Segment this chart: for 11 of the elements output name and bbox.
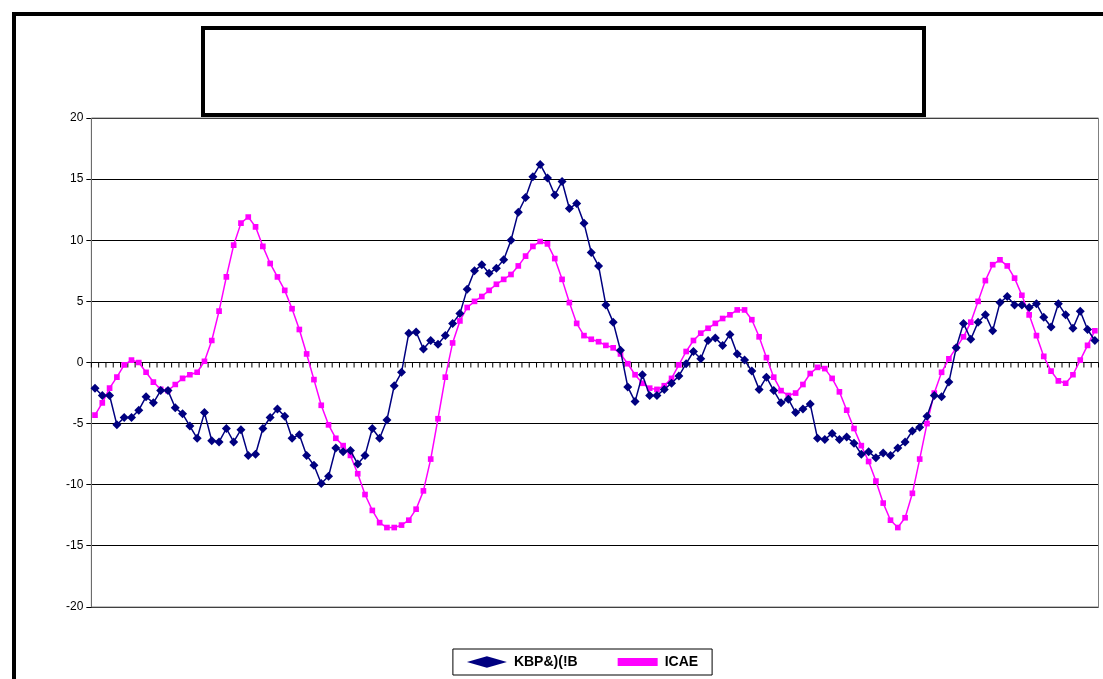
y-tick-label: -15 bbox=[66, 538, 84, 553]
y-tick-label: 10 bbox=[69, 232, 84, 247]
y-tick-label: -20 bbox=[66, 599, 84, 614]
y-tick-label: 20 bbox=[69, 110, 84, 125]
y-tick-label: -10 bbox=[66, 477, 84, 492]
y-tick-label: 0 bbox=[76, 354, 84, 369]
legend-label: KBP&)(!B bbox=[513, 652, 578, 669]
y-tick-label: 15 bbox=[69, 171, 84, 186]
legend-label: ICAE bbox=[664, 652, 699, 669]
y-tick-label: -5 bbox=[72, 415, 84, 430]
y-tick-label: 5 bbox=[76, 293, 84, 308]
